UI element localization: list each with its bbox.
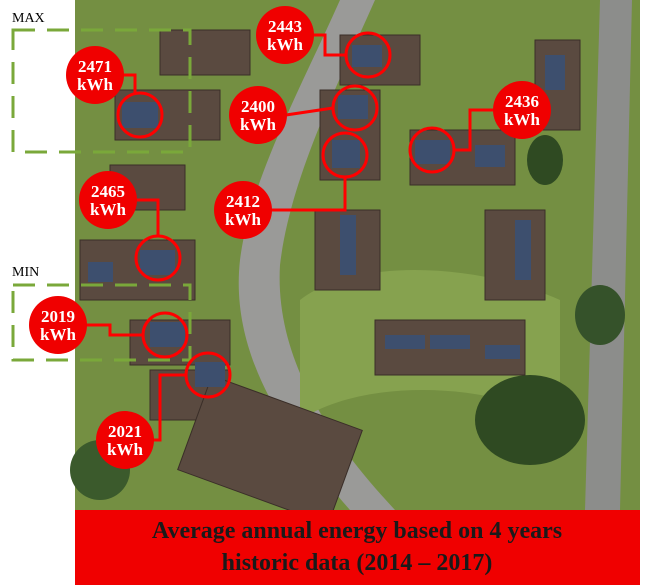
connector [153, 373, 186, 442]
connector [123, 73, 137, 95]
target-circle [331, 84, 379, 132]
label-badge [214, 181, 272, 239]
aerial-photo [70, 0, 640, 525]
energy-unit: kWh [225, 210, 261, 229]
energy-value: 2436 [505, 92, 539, 111]
connector [86, 323, 143, 337]
target-circle [408, 126, 456, 174]
energy-value: 2412 [226, 192, 260, 211]
caption-box [75, 510, 640, 585]
target-circle [184, 351, 232, 399]
connector [454, 108, 494, 152]
label-badge [29, 296, 87, 354]
label-badge [66, 46, 124, 104]
min-marker: MIN [12, 265, 39, 280]
label-badge [493, 81, 551, 139]
range-boxes [11, 28, 192, 362]
energy-value: 2021 [108, 422, 142, 441]
energy-unit: kWh [240, 115, 276, 134]
target-circle [134, 234, 182, 282]
connector [136, 198, 160, 236]
energy-value: 2465 [91, 182, 125, 201]
energy-unit: kWh [107, 440, 143, 459]
target-circle [344, 31, 392, 79]
energy-value: 2471 [78, 57, 112, 76]
energy-unit: kWh [90, 200, 126, 219]
energy-value: 2400 [241, 97, 275, 116]
label-badge [256, 6, 314, 64]
target-circle [116, 91, 164, 139]
min-box [11, 283, 192, 362]
connector [285, 106, 334, 117]
energy-unit: kWh [40, 325, 76, 344]
energy-value: 2019 [41, 307, 75, 326]
label-badge [79, 171, 137, 229]
caption-line: historic data (2014 – 2017) [222, 550, 493, 576]
energy-unit: kWh [77, 75, 113, 94]
label-badge [229, 86, 287, 144]
label-badge [96, 411, 154, 469]
annotations: 2471kWh2443kWh2400kWh2436kWh2412kWh2465k… [29, 6, 551, 469]
target-circle [321, 131, 369, 179]
connector [271, 177, 347, 212]
energy-unit: kWh [504, 110, 540, 129]
energy-value: 2443 [268, 17, 302, 36]
target-circle [141, 311, 189, 359]
energy-unit: kWh [267, 35, 303, 54]
connector [313, 33, 346, 57]
max-marker: MAX [12, 11, 45, 26]
max-box [11, 28, 192, 154]
caption-line: Average annual energy based on 4 years [152, 518, 562, 544]
